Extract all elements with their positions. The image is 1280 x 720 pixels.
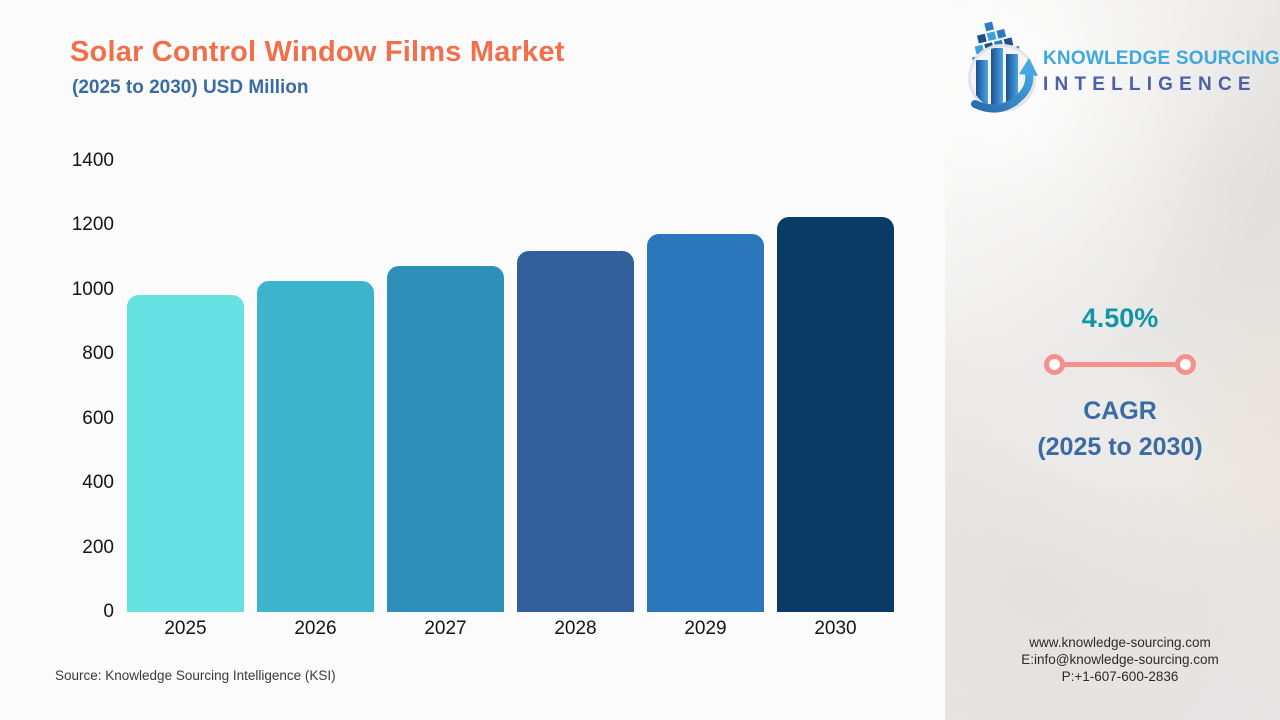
divider-line xyxy=(1064,362,1176,367)
source-note: Source: Knowledge Sourcing Intelligence … xyxy=(55,668,336,683)
y-tick-1000: 1000 xyxy=(71,278,114,300)
x-axis: 2025 2026 2027 2028 2029 2030 xyxy=(127,617,894,641)
company-logo: KNOWLEDGE SOURCING INTELLIGENCE xyxy=(963,18,1280,118)
bar-2025 xyxy=(127,295,244,612)
y-tick-400: 400 xyxy=(82,472,114,494)
bar-2027 xyxy=(387,266,504,612)
bar-chart xyxy=(127,161,894,612)
bar-2026 xyxy=(257,281,374,612)
x-label-2028: 2028 xyxy=(554,618,597,639)
cagr-period: (2025 to 2030) xyxy=(1037,433,1203,461)
x-label-2029: 2029 xyxy=(684,618,727,639)
x-label-2030: 2030 xyxy=(814,618,857,639)
cagr-block: 4.50% CAGR (2025 to 2030) xyxy=(960,303,1280,462)
bar-2029 xyxy=(647,234,764,612)
contact-email: E:info@knowledge-sourcing.com xyxy=(1021,652,1219,667)
x-label-2025: 2025 xyxy=(164,618,207,639)
page-title: Solar Control Window Films Market xyxy=(70,36,565,68)
bar-2030 xyxy=(777,217,894,612)
x-label-2027: 2027 xyxy=(424,618,467,639)
y-tick-1200: 1200 xyxy=(71,214,114,236)
cagr-value: 4.50% xyxy=(1081,303,1159,333)
y-tick-200: 200 xyxy=(82,536,114,558)
y-tick-600: 600 xyxy=(82,407,114,429)
divider-right-ring xyxy=(1175,354,1196,375)
contact-block: www.knowledge-sourcing.com E:info@knowle… xyxy=(960,634,1280,685)
ksi-globe-bar-chart-arrow-icon xyxy=(968,21,1038,113)
contact-website: www.knowledge-sourcing.com xyxy=(1029,635,1211,650)
blurred-photo-panel xyxy=(945,0,1280,720)
y-tick-800: 800 xyxy=(82,343,114,365)
logo-line2: INTELLIGENCE xyxy=(1043,74,1257,95)
contact-phone: P:+1-607-600-2836 xyxy=(1061,669,1179,684)
cagr-label: CAGR xyxy=(1083,397,1157,425)
y-tick-1400: 1400 xyxy=(71,150,114,171)
y-tick-0: 0 xyxy=(103,601,114,622)
divider-left-ring xyxy=(1044,354,1065,375)
x-label-2026: 2026 xyxy=(294,618,337,639)
cagr-divider xyxy=(1044,354,1196,375)
logo-text: KNOWLEDGE SOURCING INTELLIGENCE xyxy=(1043,48,1280,96)
page-subtitle: (2025 to 2030) USD Million xyxy=(72,77,309,98)
bar-2028 xyxy=(517,251,634,612)
logo-line1: KNOWLEDGE SOURCING xyxy=(1043,48,1280,69)
